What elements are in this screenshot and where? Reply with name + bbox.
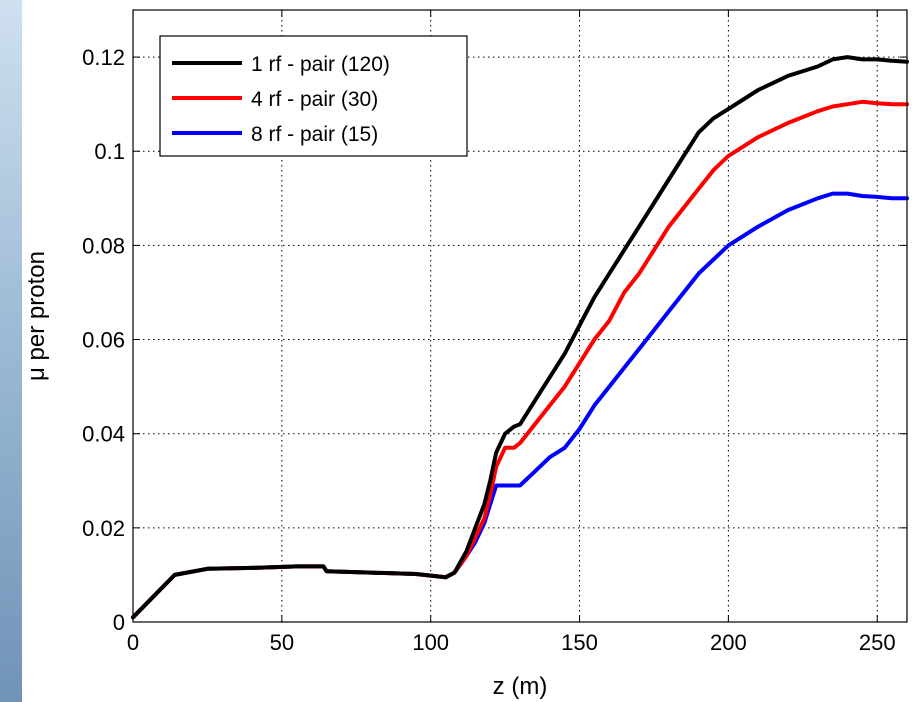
left-decorative-strip — [0, 0, 22, 702]
legend-label-3: 8 rf - pair (15) — [251, 123, 378, 146]
y-tick-label: 0.08 — [82, 233, 125, 258]
x-tick-label: 0 — [127, 630, 139, 655]
series-line-1 — [131, 55, 909, 620]
y-tick-labels: 0 0.02 0.04 0.06 0.08 0.1 0.12 — [82, 45, 125, 635]
x-tick-label: 100 — [412, 630, 449, 655]
y-tick-label: 0.12 — [82, 45, 125, 70]
x-tick-labels: 0 50 100 150 200 250 — [127, 630, 896, 655]
grid-lines — [133, 10, 907, 622]
x-axis-label: z (m) — [493, 673, 548, 700]
y-tick-label: 0 — [113, 610, 125, 635]
x-tick-label: 150 — [561, 630, 598, 655]
x-tick-label: 200 — [710, 630, 747, 655]
axis-ticks — [132, 10, 907, 623]
y-axis-label: μ per proton — [23, 251, 50, 381]
y-tick-label: 0.1 — [94, 139, 125, 164]
y-tick-label: 0.06 — [82, 328, 125, 353]
legend-label-1: 1 rf - pair (120) — [251, 53, 390, 76]
plot-frame — [132, 9, 908, 623]
x-tick-label: 50 — [270, 630, 294, 655]
y-tick-label: 0.04 — [82, 422, 125, 447]
y-tick-label: 0.02 — [82, 516, 125, 541]
data-series — [131, 55, 909, 620]
legend: 1 rf - pair (120) 4 rf - pair (30) 8 rf - … — [159, 35, 468, 157]
legend-label-2: 4 rf - pair (30) — [251, 88, 378, 111]
x-tick-label: 250 — [859, 630, 896, 655]
